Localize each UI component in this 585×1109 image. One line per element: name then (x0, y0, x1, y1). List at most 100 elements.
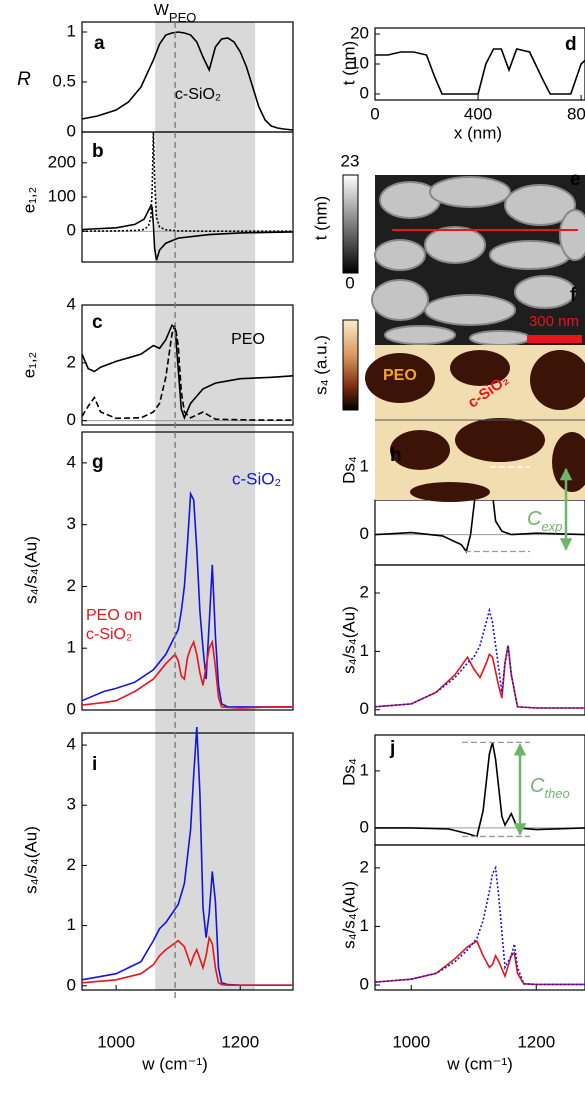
panel-letter: j (389, 738, 395, 759)
label-main: W (154, 2, 170, 19)
y-tick-label: 1 (67, 21, 76, 40)
y-axis-label: s₄/s₄(Au) (339, 881, 358, 949)
series-line (81, 131, 293, 232)
x-tick-label: 800 (567, 104, 585, 123)
panel-letter: h (390, 445, 402, 466)
y-axis-label: R (17, 69, 31, 90)
annotation: PEO (231, 331, 265, 348)
colorbar-label: s₄ (a.u.) (311, 335, 330, 395)
y-axis-label: e₁,₂ (19, 187, 38, 214)
y-tick-label: 2 (67, 855, 76, 874)
background-layer (155, 22, 256, 990)
y-tick-label: 200 (48, 152, 76, 171)
y-tick-label: 0 (67, 121, 76, 140)
y-tick-label: 0 (360, 83, 369, 102)
y-tick-label: 2 (360, 857, 369, 876)
panel-letter: a (94, 33, 105, 54)
charts: 00.51Rac-SiO₂0100200e₁,₂b024e₁,₂cPEO0123… (17, 21, 585, 1073)
colorbar-max: 23 (341, 151, 360, 170)
panel-letter: g (92, 452, 104, 473)
film-islands (374, 176, 585, 271)
y-axis-label: Ds₄ (339, 456, 358, 484)
peo-label: PEO (383, 367, 417, 384)
annotation: c-SiO₂ (175, 86, 221, 103)
shaded-band (155, 22, 256, 990)
y-tick-label: 0 (67, 221, 76, 240)
y-tick-label: 4 (67, 294, 76, 313)
label-main: C (527, 508, 542, 530)
x-tick-label: 400 (464, 104, 492, 123)
plot-frame (81, 431, 294, 711)
afm-images: 300 nm PEO c-SiO₂ e f h 23 0 t (nm) s₄ (… (311, 151, 585, 502)
colorbar-s (342, 319, 359, 411)
y-tick-label: 0 (360, 817, 369, 836)
series-label: PEO on c-SiO₂ (86, 607, 143, 643)
series-line (81, 324, 293, 421)
y-tick-label: 0 (67, 410, 76, 429)
y-tick-label: 4 (67, 735, 76, 754)
plot-frame (374, 564, 585, 716)
label-sub: exp (541, 519, 562, 534)
x-tick-label: 1000 (392, 1032, 430, 1051)
y-axis-label: s₄/s₄(Au) (339, 606, 358, 674)
series-line (375, 48, 585, 95)
y-tick-label: 3 (67, 795, 76, 814)
colorbar-t (342, 174, 359, 274)
contrast-label: Cexp (527, 508, 562, 534)
film-islands (365, 350, 585, 502)
x-tick-label: 1200 (221, 1032, 259, 1051)
y-tick-label: 0 (67, 699, 76, 718)
plot-frame (374, 844, 585, 991)
colorbar-label: t (nm) (311, 196, 330, 240)
y-tick-label: 2 (67, 576, 76, 595)
series-line (81, 726, 293, 986)
series-label-box: PEO on c-SiO₂ (86, 607, 143, 643)
series-line (81, 490, 293, 708)
y-tick-label: 2 (67, 352, 76, 371)
marker-label: WPEO (154, 2, 197, 25)
y-tick-label: 0 (360, 699, 369, 718)
panel-letter: i (92, 754, 97, 775)
label-sub: theo (544, 786, 569, 801)
x-axis-label: w (cm⁻¹) (141, 1054, 208, 1073)
y-tick-label: 1 (360, 457, 369, 476)
y-axis-label: s₄/s₄(Au) (21, 536, 40, 604)
y-tick-label: 0 (360, 975, 369, 994)
y-axis-label: e₁,₂ (19, 352, 38, 379)
y-tick-label: 100 (48, 186, 76, 205)
y-tick-label: 4 (67, 452, 76, 471)
y-axis-label: Ds₄ (339, 758, 358, 786)
series-line (374, 865, 585, 986)
y-tick-label: 1 (360, 641, 369, 660)
series-line (81, 935, 293, 986)
series-line (81, 639, 293, 709)
plot-frame (81, 732, 294, 991)
x-tick-label: 0 (370, 104, 379, 123)
x-tick-label: 1000 (97, 1032, 135, 1051)
y-tick-label: 3 (67, 514, 76, 533)
series-label: c-SiO₂ (232, 469, 281, 488)
panel-letter: f (570, 285, 577, 306)
y-tick-label: 0 (67, 975, 76, 994)
series-line (81, 323, 294, 420)
x-tick-label: 1200 (517, 1032, 555, 1051)
series-line (374, 645, 585, 709)
contrast-label: Ctheo (530, 775, 570, 801)
y-tick-label: 1 (360, 916, 369, 935)
panel-letter: b (92, 141, 104, 162)
y-tick-label: 1 (67, 638, 76, 657)
y-tick-label: 1 (360, 760, 369, 779)
x-axis-label: x (nm) (454, 123, 502, 142)
panel-letter: c (92, 312, 103, 333)
y-tick-label: 0.5 (52, 71, 76, 90)
x-axis-label: w (cm⁻¹) (446, 1054, 513, 1073)
series-line (374, 607, 585, 709)
scale-bar-label: 300 nm (529, 313, 579, 330)
y-tick-label: 20 (350, 23, 369, 42)
y-axis-label: s₄/s₄(Au) (21, 826, 40, 894)
plot-frame (81, 304, 294, 426)
series-line (81, 204, 294, 261)
